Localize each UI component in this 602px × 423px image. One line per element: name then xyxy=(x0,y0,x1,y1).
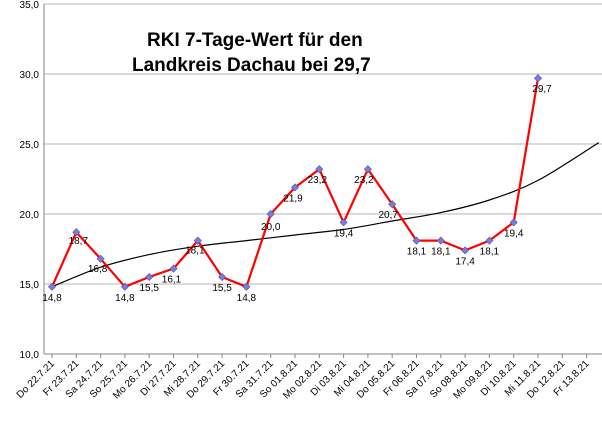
data-point xyxy=(242,282,251,291)
data-point xyxy=(120,282,129,291)
y-tick-label: 25,0 xyxy=(20,140,40,151)
data-point xyxy=(436,236,445,245)
chart-title-line-1: RKI 7-Tage-Wert für den xyxy=(147,30,363,51)
y-tick-label: 10,0 xyxy=(20,350,40,361)
data-point xyxy=(533,74,543,83)
data-label: 29,7 xyxy=(532,84,552,95)
data-labels: 14,818,716,814,815,516,118,115,514,820,0… xyxy=(42,84,552,304)
data-point xyxy=(339,218,348,227)
data-label: 18,1 xyxy=(431,247,451,258)
data-point xyxy=(485,236,494,245)
data-point xyxy=(363,165,372,174)
data-point xyxy=(169,264,178,273)
data-label: 16,1 xyxy=(162,275,182,286)
data-point xyxy=(47,282,57,291)
data-label: 14,8 xyxy=(42,293,62,304)
data-point xyxy=(266,209,275,219)
y-tick-label: 15,0 xyxy=(20,280,40,291)
y-tick-label: 20,0 xyxy=(20,210,40,221)
data-point xyxy=(412,236,421,245)
data-label: 20,7 xyxy=(378,210,398,221)
y-tick-label: 30,0 xyxy=(20,70,40,81)
data-label: 20,0 xyxy=(261,222,281,233)
trend-line xyxy=(51,142,600,288)
data-point xyxy=(509,218,518,227)
data-point xyxy=(461,246,470,255)
data-point xyxy=(315,165,324,174)
data-label: 15,5 xyxy=(212,283,232,294)
data-point xyxy=(193,236,202,245)
data-point xyxy=(96,254,105,263)
data-label: 19,4 xyxy=(334,228,354,239)
data-point xyxy=(388,200,397,209)
data-label: 16,8 xyxy=(88,264,108,275)
data-label: 21,9 xyxy=(283,193,303,204)
data-label: 15,5 xyxy=(139,283,159,294)
data-label: 18,1 xyxy=(407,247,427,258)
data-point xyxy=(145,272,154,282)
data-label: 17,4 xyxy=(455,256,475,267)
data-label: 19,4 xyxy=(504,228,524,239)
data-label: 14,8 xyxy=(237,293,257,304)
chart-title-line-2: Landkreis Dachau bei 29,7 xyxy=(132,55,371,76)
data-label: 18,1 xyxy=(480,247,500,258)
data-point xyxy=(218,272,227,282)
data-label: 23,2 xyxy=(354,175,374,186)
data-label: 14,8 xyxy=(115,293,135,304)
data-series xyxy=(47,74,543,291)
data-point xyxy=(72,228,81,237)
trend-series xyxy=(51,142,600,288)
data-point xyxy=(290,183,300,192)
data-label: 18,1 xyxy=(185,246,205,257)
data-label: 23,2 xyxy=(308,175,328,186)
y-tick-label: 35,0 xyxy=(20,0,40,11)
data-label: 18,7 xyxy=(69,236,89,247)
